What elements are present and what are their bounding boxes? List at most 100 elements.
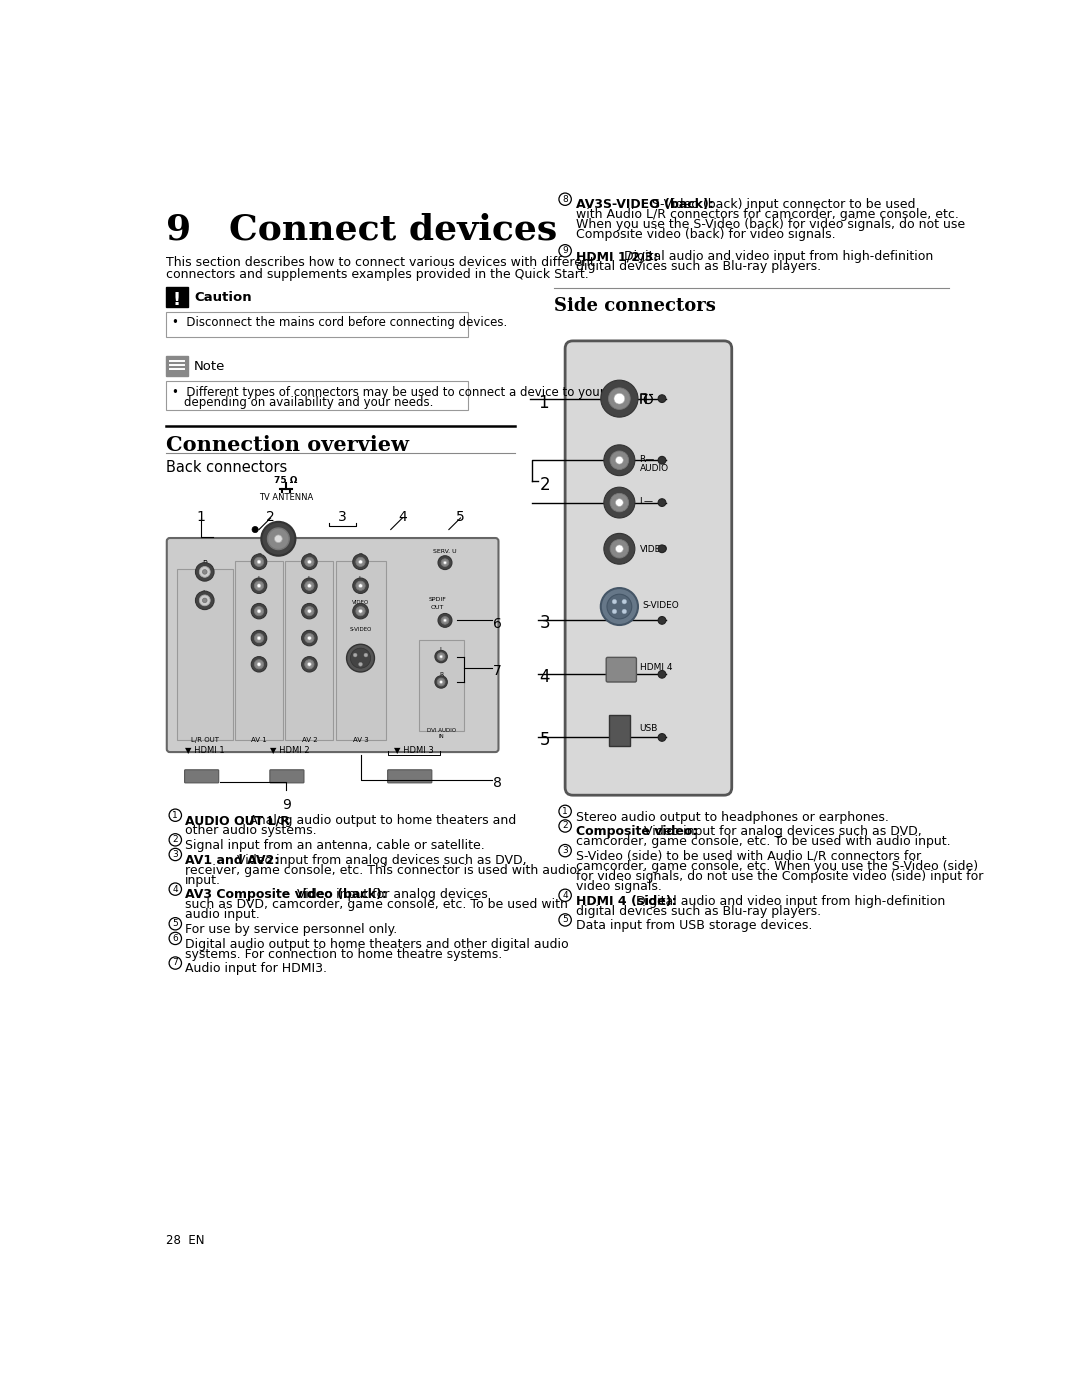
Text: Composite video:: Composite video: <box>576 826 698 838</box>
Text: DVI AUDIO: DVI AUDIO <box>427 728 456 733</box>
Text: Note: Note <box>194 360 226 373</box>
Text: 2: 2 <box>540 476 550 495</box>
Text: 7: 7 <box>494 665 502 679</box>
Circle shape <box>607 594 632 619</box>
Text: TV ANTENNA: TV ANTENNA <box>259 493 313 503</box>
Text: •  Disconnect the mains cord before connecting devices.: • Disconnect the mains cord before conne… <box>172 316 508 330</box>
FancyBboxPatch shape <box>606 658 636 682</box>
Text: AUDIO OUT L/R: AUDIO OUT L/R <box>186 814 291 827</box>
Text: depending on availability and your needs.: depending on availability and your needs… <box>184 395 433 408</box>
Text: 1: 1 <box>173 810 178 820</box>
Circle shape <box>610 451 629 469</box>
Circle shape <box>359 584 363 588</box>
Text: 9: 9 <box>563 246 568 256</box>
Circle shape <box>261 522 296 556</box>
Circle shape <box>257 609 261 613</box>
Text: SERV. U: SERV. U <box>433 549 457 553</box>
Circle shape <box>347 644 375 672</box>
FancyBboxPatch shape <box>565 341 732 795</box>
Circle shape <box>440 655 443 658</box>
Text: Y: Y <box>257 657 261 662</box>
Text: input.: input. <box>186 873 221 887</box>
FancyBboxPatch shape <box>185 770 218 782</box>
Circle shape <box>435 676 447 689</box>
Circle shape <box>301 630 318 645</box>
Text: ℧: ℧ <box>643 393 653 407</box>
Text: 2: 2 <box>563 821 568 830</box>
FancyBboxPatch shape <box>285 562 334 740</box>
Circle shape <box>170 809 181 821</box>
Text: such as DVD, camcorder, game console, etc. To be used with: such as DVD, camcorder, game console, et… <box>186 898 568 911</box>
Circle shape <box>437 652 445 661</box>
Circle shape <box>622 599 626 604</box>
Text: HDMI 1/2/3:: HDMI 1/2/3: <box>576 250 658 263</box>
Text: USB: USB <box>639 725 658 733</box>
Text: This section describes how to connect various devices with different: This section describes how to connect va… <box>166 256 595 270</box>
Text: 4: 4 <box>540 668 550 686</box>
Circle shape <box>255 581 264 591</box>
Text: SPDIF: SPDIF <box>429 598 446 602</box>
Circle shape <box>252 657 267 672</box>
Text: Digital audio and video input from high-definition: Digital audio and video input from high-… <box>632 894 945 908</box>
Text: 2: 2 <box>173 835 178 844</box>
Circle shape <box>616 457 623 464</box>
Text: Stereo audio output to headphones or earphones.: Stereo audio output to headphones or ear… <box>576 810 889 824</box>
Circle shape <box>616 545 623 553</box>
Text: Back connectors: Back connectors <box>166 460 287 475</box>
FancyBboxPatch shape <box>166 356 188 376</box>
Text: 4: 4 <box>399 510 407 524</box>
Circle shape <box>604 444 635 475</box>
Circle shape <box>608 388 631 409</box>
Circle shape <box>195 591 214 609</box>
Circle shape <box>305 581 314 591</box>
Circle shape <box>435 651 447 662</box>
Circle shape <box>353 578 368 594</box>
Circle shape <box>610 493 629 511</box>
Circle shape <box>600 380 638 418</box>
Text: Video input for analog devices: Video input for analog devices <box>293 888 488 901</box>
Text: camcorder, game console, etc. When you use the S-Video (side): camcorder, game console, etc. When you u… <box>576 861 978 873</box>
Text: other audio systems.: other audio systems. <box>186 824 318 837</box>
Text: •  Different types of connectors may be used to connect a device to your TV,: • Different types of connectors may be u… <box>172 386 627 398</box>
Text: ▼ HDMI 2: ▼ HDMI 2 <box>270 745 310 754</box>
Circle shape <box>301 657 318 672</box>
Text: with Audio L/R connectors for camcorder, game console, etc.: with Audio L/R connectors for camcorder,… <box>576 208 959 222</box>
Circle shape <box>658 499 666 507</box>
Circle shape <box>437 678 445 686</box>
Circle shape <box>252 555 267 570</box>
Text: L/R OUT: L/R OUT <box>191 738 219 743</box>
Circle shape <box>559 844 571 856</box>
Text: S-VIDEO: S-VIDEO <box>349 627 372 633</box>
Text: 4: 4 <box>563 891 568 900</box>
Circle shape <box>252 630 267 645</box>
Text: audio input.: audio input. <box>186 908 260 922</box>
Text: 6: 6 <box>173 933 178 943</box>
Text: R—: R— <box>639 455 654 464</box>
Circle shape <box>202 598 207 602</box>
Circle shape <box>305 606 314 616</box>
Text: Y: Y <box>308 657 311 662</box>
Text: L: L <box>359 576 362 581</box>
Text: for video signals, do not use the Composite video (side) input for: for video signals, do not use the Compos… <box>576 870 984 883</box>
Circle shape <box>257 662 261 666</box>
Circle shape <box>170 957 181 970</box>
Text: 5: 5 <box>173 919 178 928</box>
Circle shape <box>200 595 211 606</box>
Text: Pb: Pb <box>306 630 313 634</box>
Circle shape <box>613 393 625 404</box>
Circle shape <box>308 609 311 613</box>
Text: 8: 8 <box>494 775 502 789</box>
Circle shape <box>612 609 617 613</box>
Circle shape <box>308 662 311 666</box>
Text: 6: 6 <box>494 616 502 630</box>
Text: For use by service personnel only.: For use by service personnel only. <box>186 923 397 936</box>
Text: Data input from USB storage devices.: Data input from USB storage devices. <box>576 919 812 932</box>
Circle shape <box>353 604 368 619</box>
FancyBboxPatch shape <box>166 538 499 752</box>
Text: Pb: Pb <box>255 630 262 634</box>
Text: ▼ HDMI 1: ▼ HDMI 1 <box>185 745 225 754</box>
Text: 1: 1 <box>538 394 549 412</box>
Text: 3: 3 <box>173 849 178 859</box>
Text: Pr: Pr <box>307 602 312 608</box>
Text: Side connectors: Side connectors <box>554 298 715 314</box>
